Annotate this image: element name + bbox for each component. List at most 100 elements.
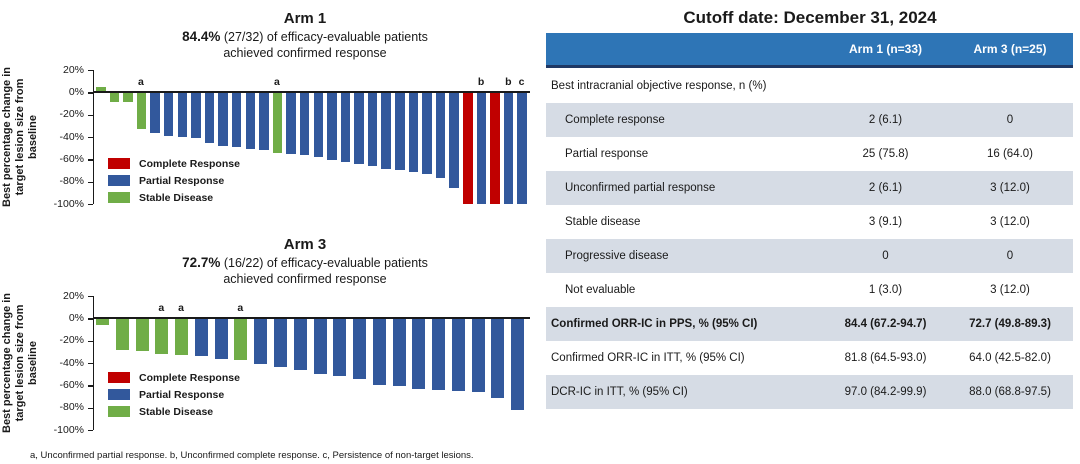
bar-note: a (273, 76, 280, 89)
table-cell: 81.8 (64.5-93.0) (844, 352, 927, 364)
waterfall-bar-partial_response (449, 92, 459, 189)
legend-label: Complete Response (139, 371, 240, 384)
waterfall-bar-stable_disease (272, 92, 283, 153)
legend-label: Partial Response (139, 174, 225, 187)
waterfall-bar-stable_disease (96, 318, 109, 326)
bar-note: a (158, 302, 165, 315)
legend-item: Complete Response (108, 157, 240, 170)
table-cell: 88.0 (68.8-97.5) (969, 386, 1051, 398)
y-tick-mark (88, 137, 93, 139)
y-tick-label: 20% (62, 63, 84, 76)
waterfall-bar-partial_response (231, 92, 242, 148)
table-cell: 97.0 (84.2-99.9) (844, 386, 927, 398)
y-tick-label: 0% (68, 85, 84, 98)
legend-swatch (108, 389, 130, 400)
waterfall-bar-partial_response (517, 92, 527, 204)
legend-label: Complete Response (139, 157, 240, 170)
bar-note: b (505, 76, 512, 89)
waterfall-bar-partial_response (254, 318, 268, 365)
table-cell: 16 (64.0) (986, 148, 1034, 160)
row-label: Progressive disease (565, 250, 669, 262)
y-tick-label: -60% (59, 378, 84, 391)
subtitle-line2: achieved confirmed response (223, 272, 387, 286)
waterfall-bar-partial_response (150, 92, 160, 133)
legend-swatch (108, 175, 130, 186)
waterfall-bar-stable_disease (96, 86, 106, 93)
table-row: Unconfirmed partial response 2 (6.1) 3 (12… (546, 171, 1073, 205)
waterfall-bar-stable_disease (135, 318, 149, 351)
plot-area-arm1: a a b b c Complete Response Partial Response St… (93, 70, 530, 204)
y-tick-mark (88, 92, 93, 94)
bar-note: b (477, 76, 485, 89)
results-panel: Cutoff date: December 31, 2024 Arm 1 (n=… (540, 0, 1080, 464)
bar-note: a (178, 302, 184, 315)
table-header-row: Arm 1 (n=33) Arm 3 (n=25) (546, 33, 1073, 68)
table-cell: 64.0 (42.5-82.0) (969, 352, 1051, 364)
waterfall-panel: Arm 1 84.4% (27/32) of efficacy-evaluabl… (0, 10, 540, 461)
waterfall-bar-stable_disease (175, 318, 189, 356)
chart-title-arm1: Arm 1 (283, 10, 327, 27)
table-cell: 0 (882, 250, 889, 262)
table-cell: 0 (1006, 250, 1014, 262)
y-tick-label: 0% (68, 311, 84, 324)
row-label: Confirmed ORR-IC in PPS, % (95% CI) (551, 318, 758, 330)
waterfall-bar-partial_response (503, 92, 514, 204)
waterfall-bar-partial_response (204, 92, 215, 143)
y-tick-mark (88, 296, 93, 298)
results-table: Arm 1 (n=33) Arm 3 (n=25) Best intracran… (546, 33, 1073, 409)
waterfall-bar-partial_response (333, 318, 347, 377)
response-rate-highlight: 84.4% (182, 29, 221, 44)
response-rate-highlight: 72.7% (182, 255, 221, 270)
table-cell: 2 (6.1) (868, 114, 903, 126)
waterfall-bar-partial_response (432, 318, 446, 390)
waterfall-bar-stable_disease (234, 318, 248, 360)
plot-area-arm3: a a a Complete Response Partial Response Stab… (93, 296, 530, 430)
zero-baseline (94, 91, 530, 94)
waterfall-bar-partial_response (491, 318, 505, 398)
row-label: Stable disease (565, 216, 641, 228)
y-tick-mark (88, 407, 93, 409)
waterfall-bar-partial_response (381, 92, 391, 170)
chart-body-0: Best percentage change in target lesion … (0, 64, 540, 214)
table-row: Not evaluable 1 (3.0) 3 (12.0) (546, 273, 1073, 307)
legend-swatch (108, 192, 130, 203)
legend-swatch (108, 372, 130, 383)
bar-note: c (518, 76, 525, 89)
chart-legend: Complete Response Partial Response Stable … (108, 158, 240, 209)
y-tick-label: -80% (59, 175, 84, 188)
y-tick-label: 20% (62, 289, 84, 302)
row-label: Not evaluable (565, 284, 636, 296)
waterfall-bar-partial_response (177, 92, 188, 137)
y-tick-label: -20% (59, 334, 84, 347)
legend-swatch (108, 158, 130, 169)
y-tick-label: -100% (53, 197, 84, 210)
y-tick-label: -40% (59, 356, 84, 369)
waterfall-bar-partial_response (313, 92, 323, 158)
waterfall-bar-partial_response (293, 318, 307, 370)
table-cell: 84.4 (67.2-94.7) (844, 318, 927, 330)
subtitle-text: (27/32) of efficacy-evaluable patients (220, 30, 428, 44)
table-cell: 1 (3.0) (868, 284, 903, 296)
waterfall-bar-partial_response (218, 92, 228, 146)
table-cell: 72.7 (49.8-89.3) (969, 318, 1051, 330)
waterfall-bar-partial_response (273, 318, 287, 368)
waterfall-chart-arm3: Arm 3 72.7% (16/22) of efficacy-evaluabl… (0, 236, 540, 440)
table-row: Complete response 2 (6.1) 0 (546, 103, 1073, 137)
waterfall-bar-partial_response (476, 92, 487, 204)
waterfall-chart-arm1: Arm 1 84.4% (27/32) of efficacy-evaluabl… (0, 10, 540, 214)
row-label: Confirmed ORR-IC in ITT, % (95% CI) (551, 352, 745, 364)
y-tick-mark (88, 340, 93, 342)
waterfall-bar-partial_response (422, 92, 432, 174)
y-tick-mark (88, 430, 93, 432)
row-label: Complete response (565, 114, 665, 126)
chart-subtitle-arm1: 84.4% (27/32) of efficacy-evaluable pati… (0, 29, 540, 61)
y-tick-label: -60% (59, 152, 84, 165)
y-tick-mark (88, 363, 93, 365)
table-cell: 3 (9.1) (868, 216, 903, 228)
waterfall-bar-partial_response (451, 318, 465, 391)
waterfall-bar-partial_response (191, 92, 201, 139)
y-tick-label: -20% (59, 108, 84, 121)
header-arm1: Arm 1 (n=33) (848, 42, 923, 56)
chart-body-1: Best percentage change in target lesion … (0, 290, 540, 440)
waterfall-bar-stable_disease (123, 92, 133, 103)
